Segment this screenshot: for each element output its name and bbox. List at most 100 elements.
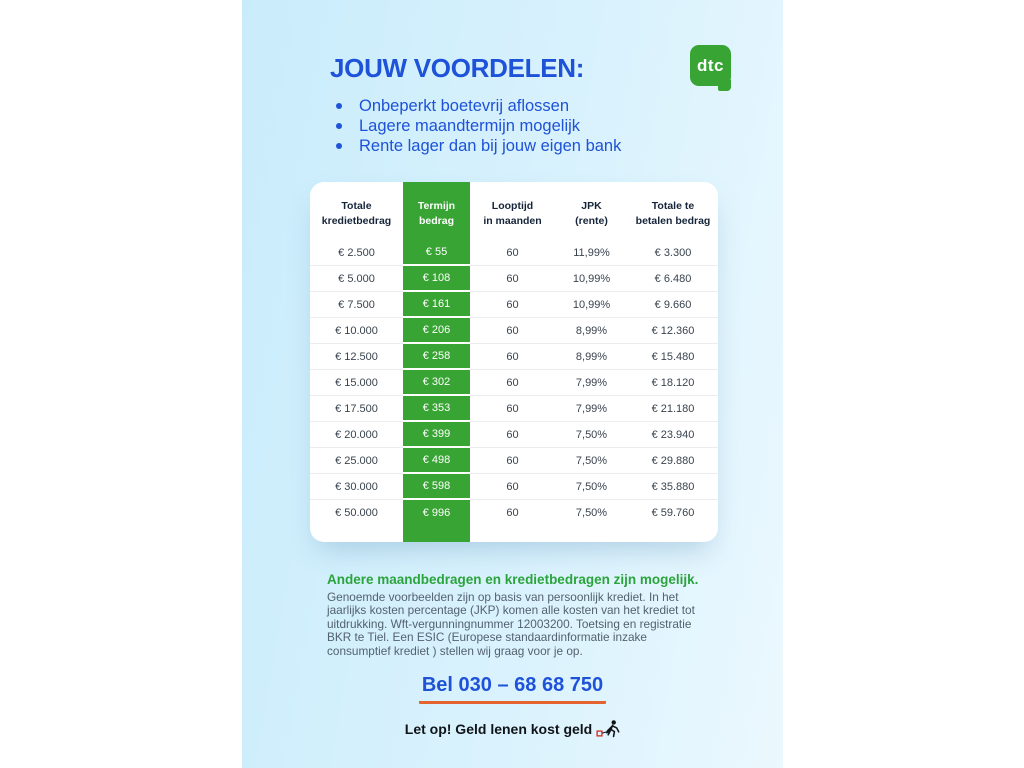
table-cell: € 15.480 [628, 344, 718, 370]
table-cell: 7,50% [575, 507, 608, 519]
table-filler-row [310, 526, 718, 542]
column-header: Looptijd in maanden [483, 200, 542, 227]
table-cell: 7,50% [555, 474, 628, 500]
table-header-row: Totale kredietbedrag Termijn bedrag Looptijd… [310, 182, 718, 240]
credit-warning-text: Let op! Geld lenen kost geld [404, 720, 593, 737]
dtc-logo-text: dtc [697, 55, 724, 75]
table-cell: € 9.660 [628, 292, 718, 318]
table-cell: € 35.880 [628, 474, 718, 500]
table-row: € 12.500 € 258 60 8,99% € 15.480 [310, 344, 718, 370]
benefits-list: Onbeperkt boetevrij aflossen Lagere maand… [336, 96, 621, 156]
table-cell: € 399 [403, 422, 470, 448]
filler-cell [403, 526, 470, 542]
table-cell: € 15.000 [310, 370, 403, 396]
table-cell: 10,99% [555, 292, 628, 318]
table-cell: 60 [506, 507, 519, 519]
table-cell: € 55 [403, 240, 470, 266]
benefit-label: Lagere maandtermijn mogelijk [359, 116, 581, 135]
table-cell: € 598 [403, 474, 470, 500]
filler-cell [470, 526, 555, 542]
table-cell: € 29.880 [628, 448, 718, 474]
benefit-label: Onbeperkt boetevrij aflossen [359, 96, 570, 115]
filler-cell [628, 526, 718, 542]
table-cell: € 206 [403, 318, 470, 344]
table-cell: € 302 [403, 370, 470, 396]
table-cell: € 258 [403, 344, 470, 370]
table-cell: € 3.300 [628, 240, 718, 266]
benefit-item: Onbeperkt boetevrij aflossen [336, 96, 621, 116]
table-cell: 7,99% [555, 396, 628, 422]
flyer-panel: JOUW VOORDELEN: Onbeperkt boetevrij aflo… [242, 0, 783, 768]
dtc-logo: dtc [690, 45, 731, 91]
table-row: € 2.500 € 55 60 11,99% € 3.300 [310, 240, 718, 266]
phone-row: Bel 030 – 68 68 750 [242, 674, 783, 704]
table-cell: 60 [470, 474, 555, 500]
phone-link[interactable]: Bel 030 – 68 68 750 [418, 674, 607, 704]
benefit-label: Rente lager dan bij jouw eigen bank [359, 136, 622, 155]
bullet-dot-icon [336, 123, 342, 129]
table-cell: € 7.500 [310, 292, 403, 318]
column-header: Termijn bedrag [403, 182, 470, 240]
table-cell: € 10.000 [310, 318, 403, 344]
table-cell: € 25.000 [310, 448, 403, 474]
bullet-dot-icon [336, 103, 342, 109]
table-cell: € 2.500 [310, 240, 403, 266]
table-cell: 8,99% [555, 344, 628, 370]
filler-cell [555, 526, 628, 542]
table-cell: 7,99% [555, 370, 628, 396]
table-cell: 60 [470, 318, 555, 344]
table-cell: € 50.000 [335, 507, 378, 519]
table-row: € 20.000 € 399 60 7,50% € 23.940 [310, 422, 718, 448]
table-cell: € 17.500 [310, 396, 403, 422]
table-cell: 7,50% [555, 422, 628, 448]
table-cell: € 498 [403, 448, 470, 474]
table-cell: € 353 [403, 396, 470, 422]
credit-warning: Let op! Geld lenen kost geld [242, 719, 783, 738]
table-cell: 60 [470, 292, 555, 318]
table-cell: 8,99% [555, 318, 628, 344]
table-cell: € 996 [403, 500, 470, 526]
table-row: € 17.500 € 353 60 7,99% € 21.180 [310, 396, 718, 422]
column-header: Totale te betalen bedrag [635, 200, 711, 227]
table-cell: € 108 [403, 266, 470, 292]
table-cell: € 12.360 [628, 318, 718, 344]
table-cell: 60 [470, 370, 555, 396]
table-row: € 50.000 € 996 60 7,50% € 59.760 [310, 500, 718, 526]
table-cell: 60 [470, 396, 555, 422]
table-row: € 15.000 € 302 60 7,99% € 18.120 [310, 370, 718, 396]
table-row: € 10.000 € 206 60 8,99% € 12.360 [310, 318, 718, 344]
table-cell: € 5.000 [310, 266, 403, 292]
table-cell: € 23.940 [628, 422, 718, 448]
disclaimer-text: Genoemde voorbeelden zijn op basis van p… [327, 590, 695, 658]
table-cell: € 20.000 [310, 422, 403, 448]
table-cell: € 6.480 [628, 266, 718, 292]
table-row: € 7.500 € 161 60 10,99% € 9.660 [310, 292, 718, 318]
loan-rates-table: Totale kredietbedrag Termijn bedrag Looptijd… [310, 182, 718, 542]
money-drag-icon [596, 720, 620, 738]
table-cell: 60 [470, 266, 555, 292]
table-cell: € 21.180 [628, 396, 718, 422]
table-body: € 2.500 € 55 60 11,99% € 3.300 € 5.000 € 108 60… [310, 240, 718, 526]
column-header: Totale kredietbedrag [321, 200, 392, 227]
table-cell: € 59.760 [651, 507, 695, 519]
page-title: JOUW VOORDELEN: [330, 53, 585, 83]
benefit-item: Rente lager dan bij jouw eigen bank [336, 136, 621, 156]
table-cell: € 12.500 [310, 344, 403, 370]
table-row: € 30.000 € 598 60 7,50% € 35.880 [310, 474, 718, 500]
bullet-dot-icon [336, 143, 342, 149]
benefit-item: Lagere maandtermijn mogelijk [336, 116, 621, 136]
table-cell: 7,50% [555, 448, 628, 474]
table-cell: € 18.120 [628, 370, 718, 396]
table-cell: 60 [470, 422, 555, 448]
filler-cell [310, 526, 403, 542]
table-row: € 25.000 € 498 60 7,50% € 29.880 [310, 448, 718, 474]
table-cell: 60 [470, 344, 555, 370]
table-cell: € 161 [403, 292, 470, 318]
table-row: € 5.000 € 108 60 10,99% € 6.480 [310, 266, 718, 292]
table-cell: 10,99% [555, 266, 628, 292]
column-header: JPK (rente) [575, 200, 608, 227]
table-cell: 60 [470, 448, 555, 474]
table-cell: € 30.000 [310, 474, 403, 500]
note-title: Andere maandbedragen en kredietbedragen … [327, 572, 699, 587]
table-cell: 11,99% [555, 240, 628, 266]
